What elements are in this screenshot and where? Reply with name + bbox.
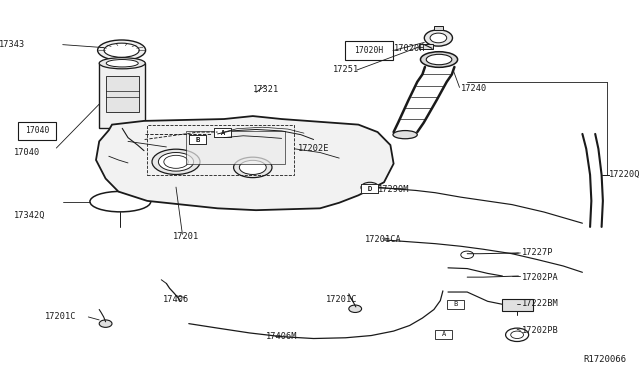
- Text: 17406: 17406: [163, 295, 189, 304]
- Ellipse shape: [393, 131, 417, 139]
- Text: B: B: [196, 137, 200, 142]
- Bar: [99, 63, 145, 128]
- Text: 17240: 17240: [461, 84, 487, 93]
- Bar: [502, 299, 533, 311]
- Text: 17201: 17201: [173, 232, 199, 241]
- Text: D: D: [368, 186, 372, 192]
- Circle shape: [349, 305, 362, 312]
- Bar: [147, 125, 294, 175]
- Bar: [362, 185, 378, 193]
- Ellipse shape: [159, 153, 193, 171]
- Circle shape: [424, 30, 452, 46]
- Bar: [447, 300, 464, 309]
- Bar: [434, 26, 443, 30]
- Text: 17220Q: 17220Q: [609, 170, 640, 179]
- Text: A: A: [221, 130, 225, 136]
- Text: 17202E: 17202E: [298, 144, 329, 153]
- Ellipse shape: [97, 40, 146, 61]
- Bar: [189, 135, 206, 144]
- Ellipse shape: [420, 52, 458, 67]
- Text: 17406M: 17406M: [266, 332, 297, 341]
- Text: B: B: [196, 137, 200, 142]
- Circle shape: [138, 148, 151, 155]
- Bar: [362, 185, 378, 193]
- Text: A: A: [221, 130, 225, 136]
- Text: 17040: 17040: [25, 126, 49, 135]
- Text: 17227P: 17227P: [522, 248, 553, 257]
- Bar: [189, 135, 206, 144]
- Bar: [419, 44, 433, 49]
- Text: 17222BM: 17222BM: [522, 299, 558, 308]
- Ellipse shape: [239, 160, 266, 174]
- Text: 17343: 17343: [0, 40, 26, 49]
- Ellipse shape: [426, 54, 452, 65]
- Text: 17201C: 17201C: [45, 312, 76, 321]
- Bar: [435, 330, 452, 339]
- Text: 17290M: 17290M: [378, 185, 409, 194]
- Text: R1720066: R1720066: [583, 355, 626, 364]
- Polygon shape: [96, 116, 394, 210]
- Ellipse shape: [104, 43, 140, 57]
- Circle shape: [361, 182, 379, 193]
- Text: 17020H: 17020H: [355, 46, 383, 55]
- Text: A: A: [442, 331, 445, 337]
- Text: D: D: [368, 186, 372, 192]
- Ellipse shape: [99, 58, 145, 69]
- Circle shape: [430, 33, 447, 43]
- Text: 17342Q: 17342Q: [14, 211, 45, 220]
- Bar: [106, 76, 139, 112]
- Ellipse shape: [234, 157, 272, 177]
- Text: B: B: [454, 301, 458, 307]
- Bar: [345, 41, 393, 60]
- Ellipse shape: [106, 60, 138, 67]
- Text: 17040: 17040: [14, 148, 40, 157]
- Circle shape: [99, 320, 112, 327]
- Text: 17202PA: 17202PA: [522, 273, 558, 282]
- Circle shape: [506, 328, 529, 341]
- Text: 17202PB: 17202PB: [522, 326, 558, 335]
- Text: 17321: 17321: [253, 85, 279, 94]
- Text: 17251: 17251: [333, 65, 359, 74]
- Bar: [214, 128, 231, 137]
- Text: 17201CA: 17201CA: [365, 235, 401, 244]
- Text: 17201C: 17201C: [326, 295, 358, 304]
- Bar: [18, 122, 56, 140]
- Bar: [186, 131, 285, 164]
- Circle shape: [461, 251, 474, 259]
- Ellipse shape: [152, 149, 200, 174]
- Text: 17020H: 17020H: [394, 44, 425, 53]
- Bar: [214, 128, 231, 137]
